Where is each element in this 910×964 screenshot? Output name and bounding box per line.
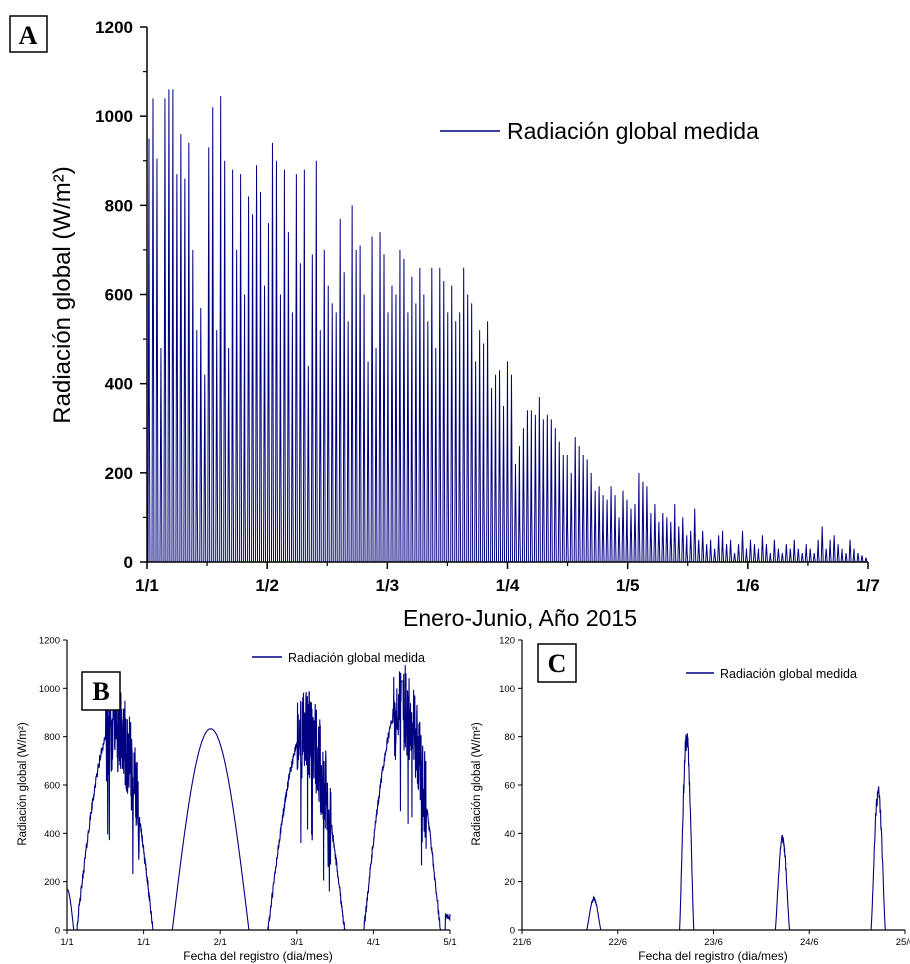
panel-c-ytick-label: 40 bbox=[504, 829, 515, 840]
panel-c-xtick-label: 23/6 bbox=[704, 937, 723, 948]
panel-a-label: A bbox=[19, 21, 38, 50]
panel-a-xtick-label: 1/5 bbox=[616, 576, 640, 595]
panel-c-xtick-label: 25/6 bbox=[896, 937, 910, 948]
panel-a-label-box bbox=[9, 15, 48, 53]
panel-c-ytick-label: 120 bbox=[499, 636, 515, 647]
panel-b-xtick-label: 3/1 bbox=[290, 937, 303, 948]
panel-c-ytick-label: 80 bbox=[504, 732, 515, 743]
panel-b-xtick-label: 5/1 bbox=[443, 937, 456, 948]
panel-c-ytick-label: 100 bbox=[499, 684, 515, 695]
panel-b-xtick-label: 1/1 bbox=[137, 937, 150, 948]
panel-c-ytick-label: 0 bbox=[510, 926, 515, 937]
panel-b-ytick-label: 200 bbox=[44, 877, 60, 888]
panel-b-ytick-label: 0 bbox=[55, 926, 60, 937]
panel-c-ylabel: Radiación global (W/m²) bbox=[471, 722, 483, 846]
panel-c-ytick-label: 60 bbox=[504, 781, 515, 792]
panel-a-ytick-label: 600 bbox=[105, 286, 133, 305]
panel-b-ytick-label: 1000 bbox=[39, 684, 60, 695]
panel-b-xlabel: Fecha del registro (dia/mes) bbox=[183, 949, 332, 963]
panel-a-xtick-label: 1/4 bbox=[496, 576, 520, 595]
panel-a-xtick-label: 1/2 bbox=[255, 576, 279, 595]
panel-c-xtick-label: 21/6 bbox=[513, 937, 532, 948]
panel-c-legend: Radiación global medida bbox=[686, 667, 857, 681]
panel-b-label: B bbox=[92, 677, 109, 706]
panel-a-ylabel: Radiación global (W/m²) bbox=[49, 166, 76, 423]
panel-b-ytick-label: 600 bbox=[44, 781, 60, 792]
panel-a-ytick-label: 400 bbox=[105, 375, 133, 394]
panel-a-chart: A 0 200 400 600 800 1000 1200 1/1 1/2 1/3 1/4 1/5 1… bbox=[9, 15, 880, 631]
panel-b-ytick-label: 1200 bbox=[39, 636, 60, 647]
panel-a-ytick-label: 1200 bbox=[95, 18, 133, 37]
panel-a-legend-label: Radiación global medida bbox=[507, 118, 759, 144]
panel-a-xtick-label: 1/6 bbox=[736, 576, 760, 595]
panel-a-xtick-label: 1/7 bbox=[856, 576, 880, 595]
panel-b-xtick-label: 4/1 bbox=[367, 937, 380, 948]
panel-b-ylabel: Radiación global (W/m²) bbox=[17, 722, 29, 846]
panel-b-ytick-label: 400 bbox=[44, 829, 60, 840]
panel-b-label-box bbox=[81, 671, 121, 711]
panel-c-label-box bbox=[537, 643, 577, 683]
panel-c-xtick-label: 22/6 bbox=[609, 937, 628, 948]
panel-b-ytick-label: 800 bbox=[44, 732, 60, 743]
panel-c-ytick-label: 20 bbox=[504, 877, 515, 888]
panel-b-legend: Radiación global medida bbox=[252, 651, 425, 665]
panel-a-ytick-label: 800 bbox=[105, 196, 133, 215]
panel-a-ytick-label: 1000 bbox=[95, 107, 133, 126]
panel-c-xlabel: Fecha del registro (dia/mes) bbox=[638, 949, 787, 963]
panel-a-xlabel: Enero-Junio, Año 2015 bbox=[403, 605, 637, 631]
panel-b-legend-label: Radiación global medida bbox=[288, 651, 425, 665]
panel-b-xtick-label: 1/1 bbox=[60, 937, 73, 948]
panel-b-xtick-label: 2/1 bbox=[214, 937, 227, 948]
panel-a-ytick-label: 0 bbox=[124, 553, 133, 572]
panel-a-ytick-label: 200 bbox=[105, 464, 133, 483]
panel-c-chart: 0 20 40 60 80 100 120 21/6 22/6 23/6 24/6 25/6 Rad… bbox=[471, 636, 910, 964]
panel-c-legend-label: Radiación global medida bbox=[720, 667, 857, 681]
panel-c-xtick-label: 24/6 bbox=[800, 937, 819, 948]
panel-c-label: C bbox=[548, 649, 567, 678]
panel-a-legend: Radiación global medida bbox=[440, 118, 759, 144]
panel-c-series-line bbox=[522, 733, 905, 931]
panel-a-xtick-label: 1/1 bbox=[135, 576, 159, 595]
panel-a-xtick-label: 1/3 bbox=[376, 576, 400, 595]
panel-b-chart: 0 200 400 600 800 1000 1200 1/1 1/1 2/1 3/1 4/1 5/1… bbox=[17, 636, 457, 964]
panel-b-series-line bbox=[66, 665, 451, 931]
panel-a-series-line bbox=[146, 89, 868, 563]
